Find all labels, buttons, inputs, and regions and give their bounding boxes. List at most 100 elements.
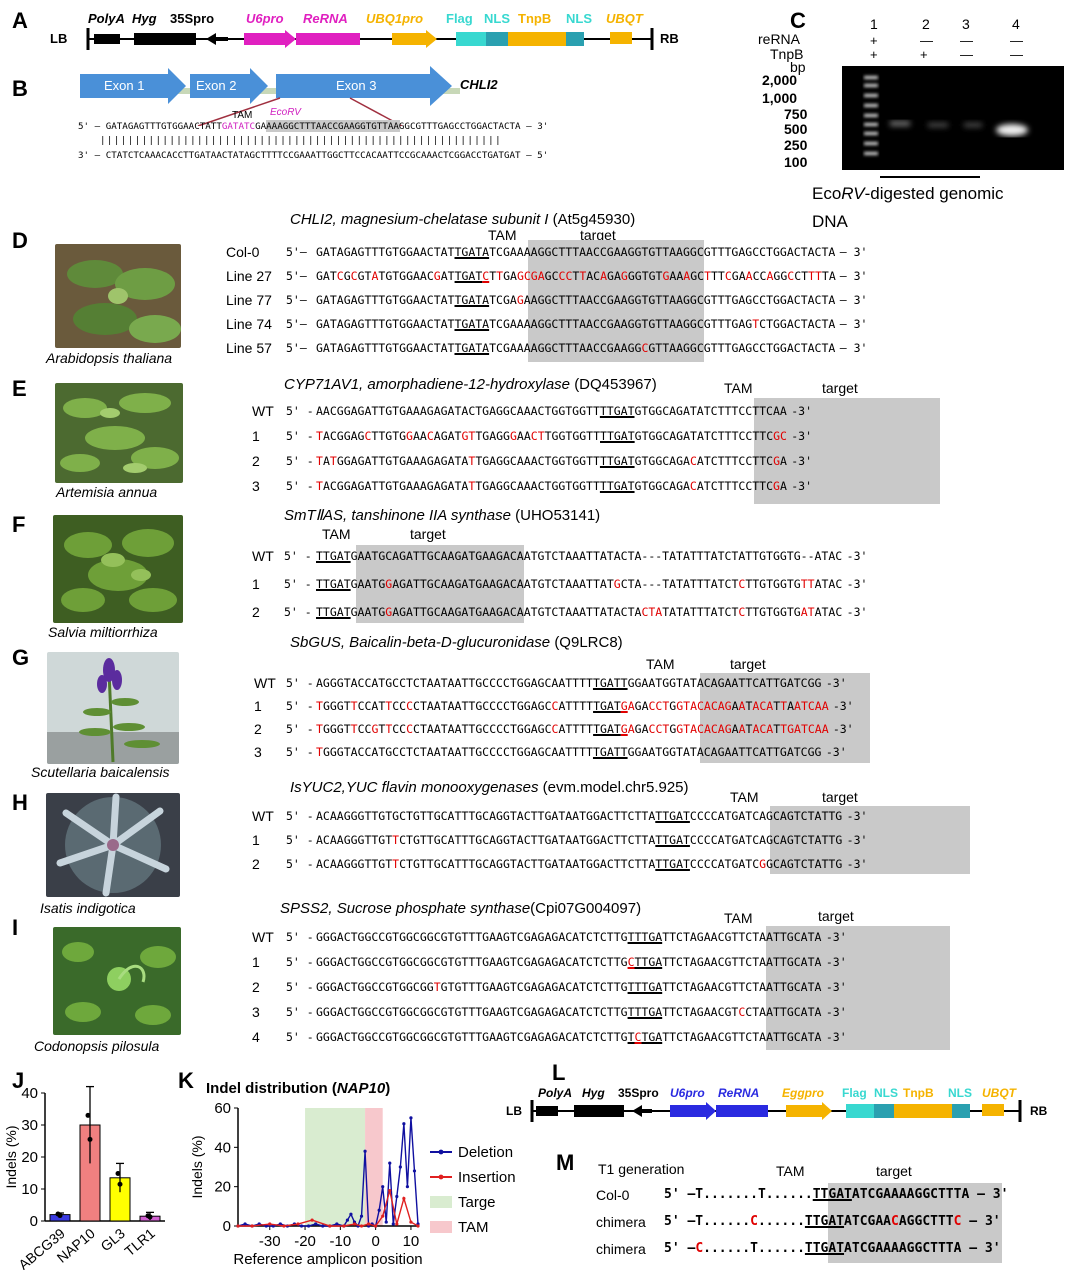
k-point-Insertion-17: [416, 1224, 420, 1228]
e-rows-row-2-suffix: -3': [791, 454, 813, 468]
k-point-Insertion-9: [359, 1224, 364, 1228]
k-point-Deletion-34: [409, 1116, 413, 1120]
g-tam-label: TAM: [646, 656, 675, 672]
k-legend-label-1: Insertion: [458, 1169, 516, 1186]
k-point-Deletion-17: [349, 1212, 353, 1216]
l-flag-label: Flag: [842, 1086, 867, 1100]
k-xtick-label-2: -10: [330, 1233, 352, 1250]
d-title: CHLI2, magnesium-chelatase subunit I (At…: [290, 211, 636, 228]
panel-letter-d: D: [12, 228, 28, 253]
h-target-label: target: [822, 789, 858, 805]
f-rows-row-2-sequence: TTGATGAATGGAGATTGCAAGATGAAGACAATGTCTAAAT…: [316, 605, 843, 619]
k-point-Deletion-35: [412, 1169, 417, 1173]
d-rows-row-2-suffix: – 3': [839, 293, 868, 307]
nls-label-1: NLS: [484, 11, 510, 26]
codonopsis-caption: Codonopsis pilosula: [34, 1038, 160, 1054]
d-rows-row-3-sequence: GATAGAGTTTGTGGAACTATTGATATCGAAAAGGCTTTAA…: [316, 317, 836, 331]
m-row-1-label: chimera: [596, 1214, 646, 1230]
b-base-pairs: ||||||||||||||||||||||||||||||||||||||||…: [100, 135, 503, 146]
tnpb-val-2: +: [920, 47, 928, 62]
d-rows-row-3-suffix: – 3': [839, 317, 868, 331]
exon1-label: Exon 1: [104, 78, 145, 93]
k-point-Insertion-10: [366, 1222, 371, 1226]
panel-letter-f: F: [12, 512, 26, 537]
d-rows-row-2-label: Line 77: [226, 292, 272, 308]
k-xtick-label-4: 10: [403, 1233, 420, 1250]
j-dot-a-NAP10: [87, 1136, 93, 1142]
construct-a-map: [86, 28, 654, 50]
f-rows-row-2-label: 2: [252, 604, 260, 620]
k-xtick-label-1: -20: [294, 1233, 316, 1250]
rb-label: RB: [660, 31, 679, 46]
i-rows-row-4-prefix: 5' -: [286, 1030, 314, 1044]
i-rows-row-2-label: 2: [252, 979, 260, 995]
j-dot-b-GL3: [115, 1170, 121, 1176]
k-point-Deletion-30: [395, 1194, 399, 1199]
k-legend-swatch-3: [430, 1221, 452, 1233]
ecorv-label: EcoRV: [270, 107, 301, 118]
i-rows-row-1-prefix: 5' -: [286, 955, 314, 969]
gel-caption-2: DNA: [812, 212, 848, 231]
k-point-Deletion-1: [243, 1222, 247, 1226]
nls-label-2: NLS: [566, 11, 592, 26]
panel-letter-m: M: [556, 1150, 575, 1175]
i-rows-row-0-label: WT: [252, 929, 274, 945]
k-point-Deletion-21: [363, 1149, 367, 1153]
e-rows-row-0-prefix: 5' -: [286, 404, 314, 418]
g-target-label: target: [730, 656, 766, 672]
h-rows-row-0-prefix: 5' -: [286, 809, 314, 823]
k-point-Insertion-14: [395, 1222, 399, 1226]
d-rows-row-0-sequence: GATAGAGTTTGTGGAACTATTGATATCGAAAAGGCTTTAA…: [316, 245, 836, 259]
rerna-row-label: reRNA: [758, 31, 801, 47]
k-legend-swatch-2: [430, 1196, 452, 1208]
salvia-caption: Salvia miltiorrhiza: [48, 624, 158, 640]
chli2-label: CHLI2: [460, 77, 498, 92]
35spro-label: 35Spro: [170, 11, 215, 26]
m-row-0-label: Col-0: [596, 1187, 630, 1203]
j-ytick-label-2: 20: [21, 1149, 38, 1166]
panel-letter-e: E: [12, 376, 27, 401]
hyg-label: Hyg: [132, 11, 157, 26]
e-rows-row-2-label: 2: [252, 453, 260, 469]
e-rows-row-1-sequence: TACGGAGCTTGTGGAACAGATGTTGAGGGAACTTGGTGGT…: [316, 429, 787, 443]
k-line-chart: 0 20 40 60 -30 -20 -10 0 10 Indels (%) Reference a…: [189, 1100, 516, 1268]
k-point-Deletion-33: [405, 1185, 410, 1189]
panel-letter-l: L: [552, 1060, 566, 1085]
d-rows-row-4-prefix: 5'–: [286, 341, 307, 355]
m-row-2-sequence: 5' –C......T......TTGATATCGAAAAGGCTTTA –…: [664, 1241, 1001, 1256]
d-rows-row-1-label: Line 27: [226, 268, 272, 284]
g-rows-row-1-label: 1: [254, 698, 262, 714]
k-legend-label-0: Deletion: [458, 1144, 513, 1161]
k-series-Insertion: [238, 1190, 419, 1227]
i-rows-row-2-prefix: 5' -: [286, 980, 314, 994]
k-title: Indel distribution (NAP10): [206, 1080, 391, 1097]
ubq1pro-label: UBQ1pro: [366, 11, 424, 26]
k-point-Deletion-26: [381, 1185, 385, 1189]
g-rows-row-1-suffix: -3': [832, 699, 854, 713]
d-rows-row-2-sequence: GATAGAGTTTGTGGAACTATTGATATCGAGAAGGCTTTAA…: [316, 293, 836, 307]
k-point-Insertion-8: [352, 1222, 357, 1226]
g-rows-row-2-prefix: 5' -: [286, 722, 314, 736]
i-rows-row-1-sequence: GGGACTGGCCGTGGCGGCGTGTTTGAAGTCGAGAGACATC…: [316, 955, 822, 969]
lane-2-label: 2: [922, 16, 930, 32]
k-ytick-label-0: 0: [223, 1218, 231, 1235]
i-rows-row-3-sequence: GGGACTGGCCGTGGCGGCGTGTTTGAAGTCGAGAGACATC…: [316, 1005, 822, 1019]
h-rows-row-1-prefix: 5' -: [286, 833, 314, 847]
lb-label: LB: [50, 31, 68, 46]
d-rows-row-2-prefix: 5'–: [286, 293, 307, 307]
g-rows-row-2-suffix: -3': [832, 722, 854, 736]
tnpb-val-4: —: [1010, 47, 1023, 62]
panel-letter-g: G: [12, 645, 30, 670]
isatis-caption: Isatis indigotica: [40, 900, 136, 916]
k-target-region: [305, 1108, 366, 1226]
panel-letter-i: I: [12, 915, 19, 940]
l-polya-label: PolyA: [538, 1086, 573, 1100]
scutellaria-caption: Scutellaria baicalensis: [31, 764, 170, 780]
panel-letter-k: K: [178, 1068, 194, 1093]
panel-letter-b: B: [12, 76, 28, 101]
j-dot-b-NAP10: [85, 1112, 91, 1118]
f-rows-row-0-prefix: 5' -: [284, 549, 312, 563]
l-rerna-label: ReRNA: [718, 1086, 760, 1100]
i-rows-row-1-suffix: -3': [825, 955, 847, 969]
l-35spro-label: 35Spro: [618, 1086, 659, 1100]
